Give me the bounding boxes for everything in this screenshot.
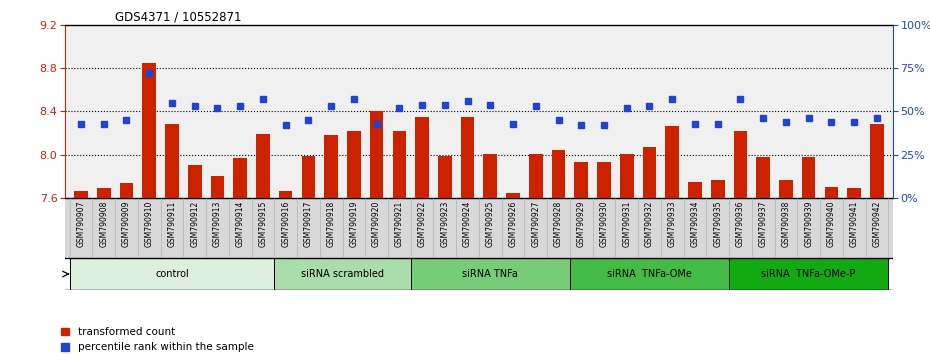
Bar (847, 188, 861, 198)
Bar (210, 177, 224, 198)
Bar (279, 190, 293, 198)
Bar (711, 180, 724, 198)
Text: GSM790934: GSM790934 (690, 201, 699, 247)
Bar (597, 162, 611, 198)
Text: GSM790928: GSM790928 (554, 201, 563, 247)
Text: GSM790935: GSM790935 (713, 201, 723, 247)
Text: control: control (155, 269, 189, 279)
Text: GSM790929: GSM790929 (577, 201, 586, 247)
Text: GSM790924: GSM790924 (463, 201, 472, 247)
Bar (575, 162, 588, 198)
Bar (74, 190, 87, 198)
Bar (274, 258, 411, 290)
Text: GSM790925: GSM790925 (485, 201, 495, 247)
Bar (392, 131, 406, 198)
Text: siRNA scrambled: siRNA scrambled (301, 269, 384, 279)
Text: GSM790916: GSM790916 (281, 201, 290, 247)
Text: GSM790932: GSM790932 (645, 201, 654, 247)
Text: GSM790920: GSM790920 (372, 201, 381, 247)
Text: GSM790917: GSM790917 (304, 201, 312, 247)
Text: GSM790910: GSM790910 (145, 201, 153, 247)
Text: GSM790911: GSM790911 (167, 201, 177, 247)
Text: GDS4371 / 10552871: GDS4371 / 10552871 (114, 11, 241, 24)
Text: GSM790909: GSM790909 (122, 201, 131, 247)
Bar (734, 131, 748, 198)
Text: GSM790927: GSM790927 (531, 201, 540, 247)
Bar (301, 156, 315, 198)
Text: GSM790942: GSM790942 (872, 201, 882, 247)
Bar (120, 183, 133, 198)
Bar (188, 165, 202, 198)
Bar (570, 258, 729, 290)
Text: GSM790933: GSM790933 (668, 201, 677, 247)
Text: GSM790941: GSM790941 (850, 201, 858, 247)
Bar (802, 157, 816, 198)
Text: GSM790919: GSM790919 (350, 201, 358, 247)
Bar (779, 180, 792, 198)
Bar (142, 63, 156, 198)
Bar (70, 258, 274, 290)
Text: GSM790918: GSM790918 (326, 201, 336, 247)
Bar (370, 112, 383, 198)
Bar (506, 193, 520, 198)
Text: GSM790912: GSM790912 (191, 201, 199, 247)
Text: GSM790921: GSM790921 (395, 201, 404, 247)
Text: GSM790939: GSM790939 (804, 201, 813, 247)
Text: GSM790938: GSM790938 (781, 201, 790, 247)
Text: GSM790922: GSM790922 (418, 201, 427, 247)
Bar (825, 187, 838, 198)
Bar (665, 126, 679, 198)
Text: GSM790913: GSM790913 (213, 201, 222, 247)
Text: siRNA TNFa: siRNA TNFa (462, 269, 518, 279)
Bar (325, 135, 338, 198)
Bar (643, 147, 657, 198)
Bar (620, 154, 633, 198)
Bar (97, 188, 111, 198)
Text: GSM790907: GSM790907 (76, 201, 86, 247)
Bar (460, 117, 474, 198)
Bar (347, 131, 361, 198)
Bar (233, 158, 247, 198)
Text: GSM790940: GSM790940 (827, 201, 836, 247)
Bar (256, 134, 270, 198)
Text: GSM790914: GSM790914 (235, 201, 245, 247)
Text: GSM790931: GSM790931 (622, 201, 631, 247)
Text: GSM790923: GSM790923 (440, 201, 449, 247)
Bar (756, 157, 770, 198)
Bar (688, 182, 702, 198)
Text: GSM790936: GSM790936 (736, 201, 745, 247)
Text: GSM790930: GSM790930 (600, 201, 608, 247)
Text: GSM790915: GSM790915 (259, 201, 268, 247)
Bar (551, 150, 565, 198)
Bar (484, 154, 498, 198)
Bar (529, 154, 542, 198)
Bar (438, 156, 452, 198)
Text: GSM790926: GSM790926 (509, 201, 518, 247)
Bar (166, 125, 179, 198)
Text: siRNA  TNFa-OMe-P: siRNA TNFa-OMe-P (762, 269, 856, 279)
Bar (729, 258, 888, 290)
Text: GSM790908: GSM790908 (100, 201, 108, 247)
Bar (416, 117, 429, 198)
Legend: transformed count, percentile rank within the sample: transformed count, percentile rank withi… (61, 327, 254, 352)
Bar (411, 258, 570, 290)
Text: siRNA  TNFa-OMe: siRNA TNFa-OMe (607, 269, 692, 279)
Bar (870, 125, 883, 198)
Text: GSM790937: GSM790937 (759, 201, 767, 247)
